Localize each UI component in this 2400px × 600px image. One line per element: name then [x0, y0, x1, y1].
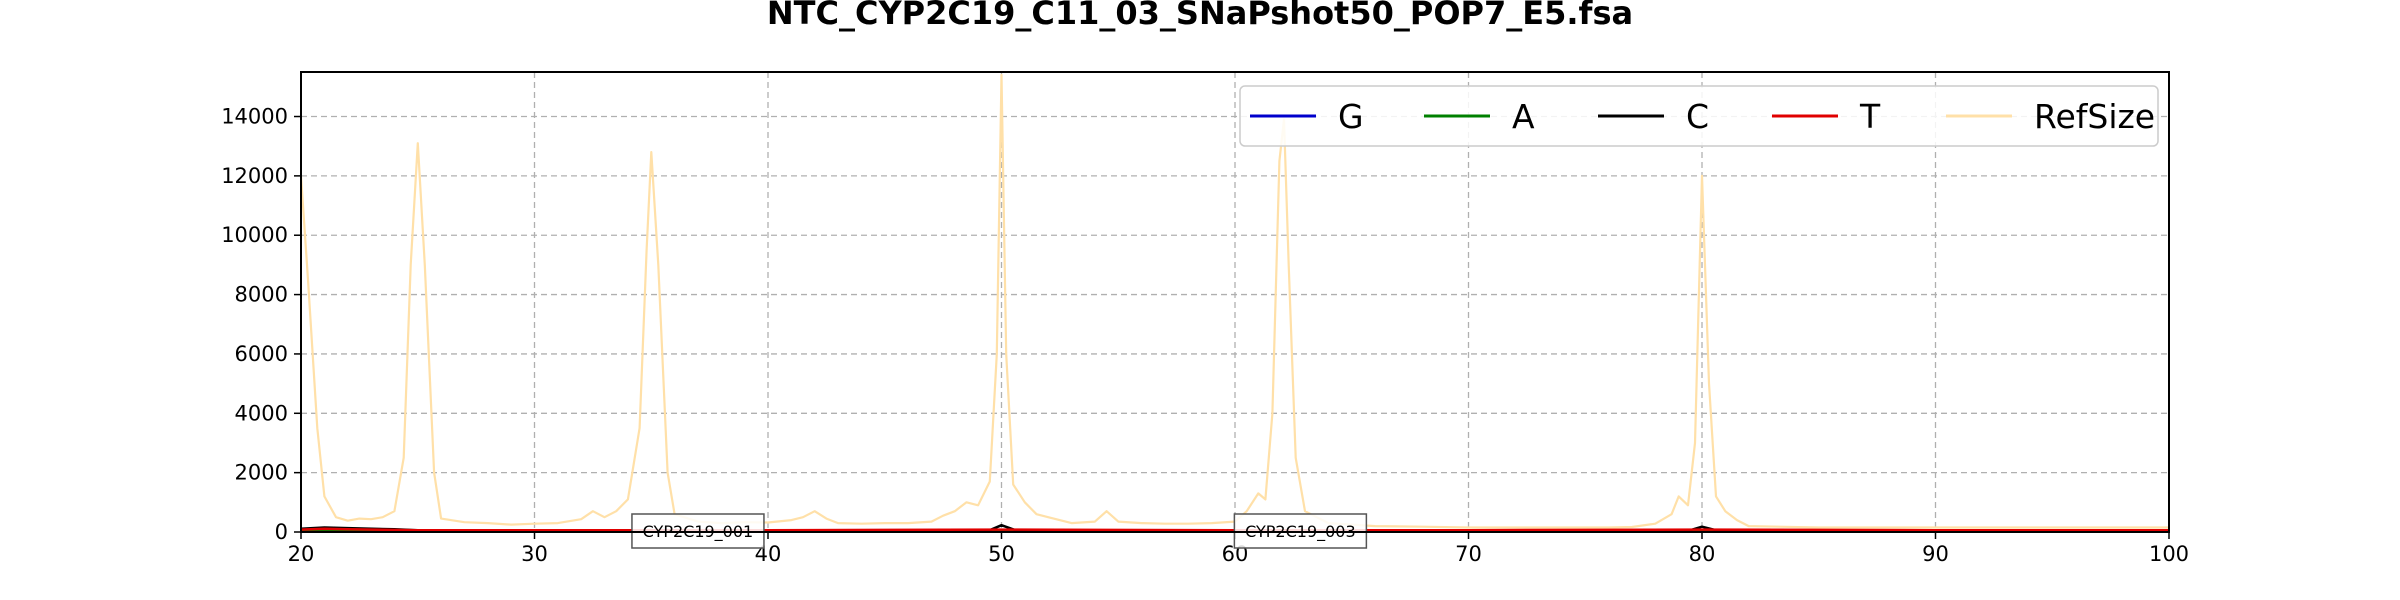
y-tick-label: 10000	[221, 223, 288, 247]
y-tick-label: 12000	[221, 164, 288, 188]
series-line-refsize	[301, 73, 2169, 529]
y-tick-label: 8000	[235, 283, 288, 307]
y-tick-label: 0	[275, 520, 288, 544]
y-tick-label: 4000	[235, 401, 288, 425]
x-tick-label: 50	[988, 542, 1015, 566]
y-tick-label: 14000	[221, 105, 288, 129]
legend-label-c: C	[1686, 97, 1709, 136]
x-tick-label: 100	[2149, 542, 2189, 566]
legend: G A C T RefSize	[1239, 85, 2159, 147]
x-tick-label: 80	[1689, 542, 1716, 566]
chart-title: NTC_CYP2C19_C11_03_SNaPshot50_POP7_E5.fs…	[767, 0, 1633, 32]
x-axis-ticks: 20 30 40 50 60 70 80 90 100	[288, 532, 2189, 566]
x-tick-label: 30	[521, 542, 548, 566]
legend-box	[1239, 85, 2159, 147]
x-tick-label: 70	[1455, 542, 1482, 566]
legend-label-a: A	[1512, 97, 1535, 136]
y-axis-ticks: 0 2000 4000 6000 8000 10000 12000 14000	[221, 105, 301, 544]
legend-label-refsize: RefSize	[2034, 97, 2155, 136]
legend-label-t: T	[1859, 97, 1881, 136]
x-tick-label: 20	[288, 542, 315, 566]
x-tick-label: 90	[1922, 542, 1949, 566]
y-tick-label: 2000	[235, 461, 288, 485]
legend-label-g: G	[1338, 97, 1364, 136]
plot-frame	[300, 71, 2170, 533]
series-line-t	[301, 527, 2169, 532]
y-tick-label: 6000	[235, 342, 288, 366]
